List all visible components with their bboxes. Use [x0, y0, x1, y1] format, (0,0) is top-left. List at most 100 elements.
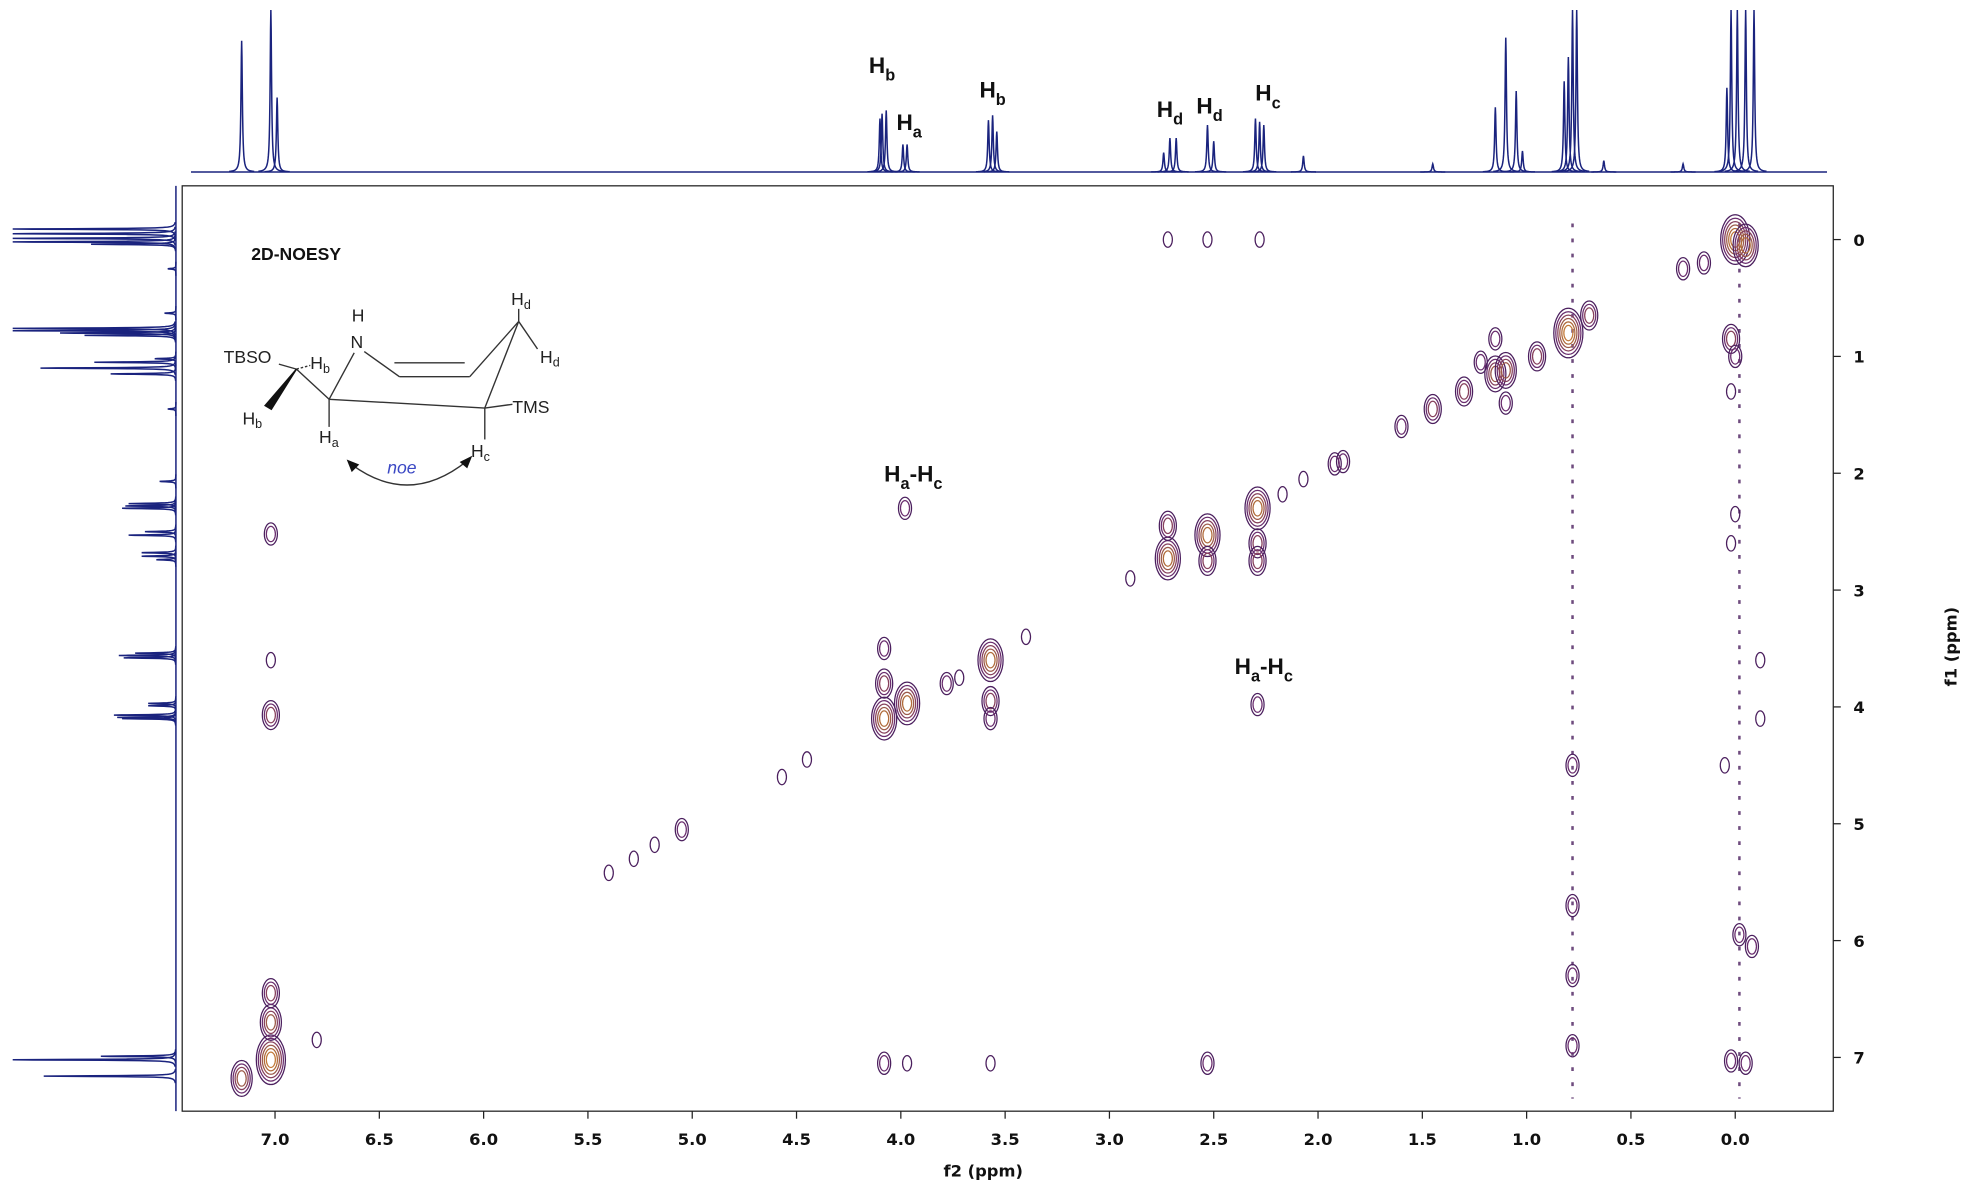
contour-ring: [1740, 1054, 1751, 1072]
projection-peak: [229, 40, 255, 173]
contour-ring: [603, 864, 614, 882]
cross-peak: [1194, 513, 1221, 558]
label-main: H: [1235, 654, 1251, 679]
cross-peak: [1755, 651, 1766, 669]
contour-ring: [1202, 1054, 1213, 1072]
x-tick-label: 5.5: [573, 1130, 602, 1149]
contour-ring: [1500, 394, 1511, 412]
projection-peak: [167, 401, 177, 416]
cross-peak: [874, 668, 894, 699]
cross-peak: [1725, 535, 1737, 552]
cross-peak: [1488, 327, 1503, 351]
contour-ring: [1194, 513, 1221, 558]
contour-ring: [263, 1048, 279, 1072]
projection-peak: [128, 496, 177, 511]
contour-ring: [265, 1014, 277, 1031]
contour-ring: [876, 636, 892, 661]
projection-peak: [135, 646, 177, 661]
contour-ring: [901, 695, 913, 712]
contour-ring: [801, 751, 813, 768]
x-tick-label: 4.0: [886, 1130, 915, 1149]
contour-plot: [230, 214, 1766, 1099]
projection-peak: [1670, 161, 1696, 173]
contour-ring: [1527, 341, 1547, 372]
contour-ring: [1561, 321, 1576, 345]
contour-ring: [1160, 514, 1175, 538]
f2-projection: [229, 10, 1767, 173]
atom-label: H: [352, 305, 365, 325]
cross-peak: [1244, 486, 1271, 531]
label-main: -H: [1260, 654, 1284, 679]
cross-peak: [1298, 470, 1309, 488]
projection-peak: [1163, 137, 1189, 173]
cross-peak: [1565, 893, 1580, 918]
contour-ring: [1327, 452, 1342, 476]
y-tick-label: 7: [1853, 1049, 1864, 1068]
contour-ring: [1200, 549, 1215, 573]
contour-ring: [1563, 324, 1574, 342]
label-sub: b: [885, 67, 895, 85]
contour-ring: [979, 641, 1002, 679]
contour-ring: [265, 984, 277, 1002]
chart-title: 2D-NOESY: [251, 244, 341, 264]
contour-ring: [1277, 485, 1288, 503]
contour-ring: [895, 684, 919, 722]
contour-ring: [985, 710, 996, 727]
contour-ring: [1473, 350, 1488, 374]
y-tick-label: 4: [1853, 698, 1864, 717]
contour-ring: [628, 850, 639, 868]
cross-peak: [1154, 536, 1182, 581]
contour-ring: [874, 703, 894, 734]
projection-peak: [156, 552, 177, 567]
y-tick-label: 3: [1853, 581, 1864, 600]
projection-peak: [43, 1069, 177, 1084]
projection-peak: [164, 306, 177, 321]
contour-ring: [232, 1063, 251, 1094]
projection-peak: [12, 321, 176, 336]
contour-ring: [265, 706, 277, 724]
cross-peak: [1696, 251, 1712, 275]
contour-ring: [1555, 311, 1582, 356]
projection-peak: [118, 648, 177, 663]
projection-peak: [141, 549, 177, 564]
x-tick-label: 4.5: [782, 1130, 811, 1149]
peak-label: Hd: [1196, 94, 1222, 126]
contour-ring: [1719, 757, 1730, 774]
contour-ring: [1202, 526, 1213, 544]
projection-peak: [159, 474, 177, 489]
contour-ring: [1254, 231, 1265, 248]
contour-ring: [901, 1054, 913, 1072]
cross-peak: [1248, 528, 1267, 559]
contour-ring: [1725, 383, 1737, 400]
projection-peak: [1591, 160, 1617, 173]
cross-peak: [311, 1031, 322, 1049]
projection-peak: [1157, 137, 1183, 173]
contour-ring: [1156, 539, 1180, 578]
contour-ring: [1244, 486, 1271, 531]
cross-peak: [1494, 351, 1517, 389]
cross-peak: [1580, 300, 1599, 331]
cross-peak: [1198, 545, 1217, 577]
cross-peak-label: Ha-Hc: [884, 461, 942, 493]
projection-peak: [1559, 10, 1586, 173]
contour-ring: [1396, 418, 1407, 435]
cross-peak: [1125, 570, 1136, 587]
cross-peak: [1725, 383, 1737, 400]
contour-ring: [1298, 470, 1309, 488]
cross-peak: [1158, 510, 1178, 541]
atom-label: Hd: [511, 289, 531, 312]
label-sub: a: [1251, 668, 1261, 686]
cross-peak: [1484, 355, 1507, 393]
cross-peak: [1498, 391, 1513, 415]
contour-ring: [1726, 224, 1745, 255]
projection-peak: [984, 131, 1010, 173]
contour-ring: [236, 1070, 247, 1087]
contour-ring: [1427, 400, 1438, 418]
contour-ring: [1252, 535, 1263, 552]
cross-peak: [1719, 757, 1730, 774]
contour-ring: [899, 691, 915, 716]
contour-ring: [1732, 223, 1759, 268]
projection-peak: [1503, 91, 1529, 173]
projection-peak: [890, 144, 916, 173]
cross-peak: [1675, 257, 1691, 281]
